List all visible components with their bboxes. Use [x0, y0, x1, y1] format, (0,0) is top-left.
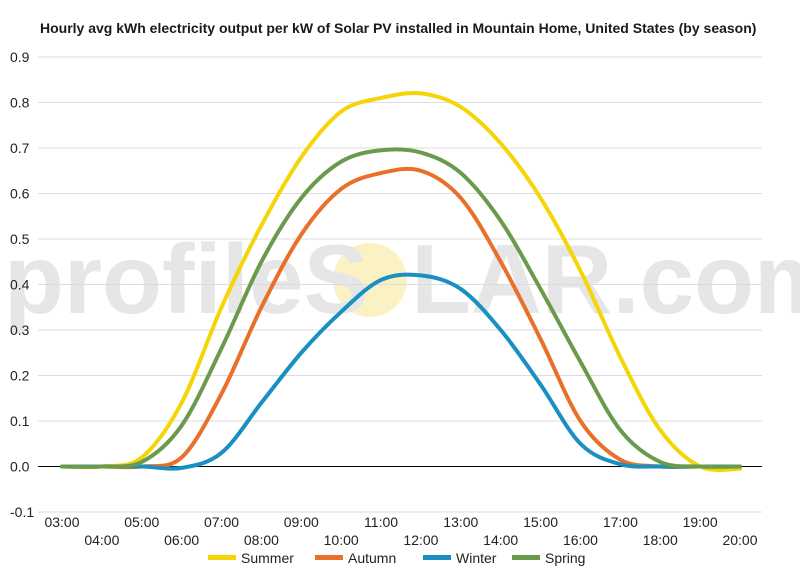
x-tick-label: 16:00	[563, 532, 598, 548]
x-tick-label: 07:00	[204, 514, 239, 530]
y-tick-label: 0.8	[10, 95, 30, 111]
x-tick-label: 20:00	[722, 532, 757, 548]
watermark-text-left: profileS	[4, 224, 369, 334]
series-line-spring	[60, 147, 742, 469]
x-tick-label: 17:00	[603, 514, 638, 530]
y-tick-label: 0.4	[10, 277, 30, 293]
x-tick-label: 06:00	[164, 532, 199, 548]
x-tick-label: 12:00	[403, 532, 438, 548]
x-tick-label: 19:00	[683, 514, 718, 530]
x-tick-label: 14:00	[483, 532, 518, 548]
x-tick-label: 18:00	[643, 532, 678, 548]
series-lines	[60, 91, 742, 472]
legend-label-autumn: Autumn	[348, 550, 396, 566]
x-tick-label: 05:00	[124, 514, 159, 530]
legend: Summer Autumn Winter Spring	[208, 550, 585, 566]
y-tick-label: 0.3	[10, 322, 30, 338]
chart-title: Hourly avg kWh electricity output per kW…	[40, 20, 756, 36]
x-tick-label: 15:00	[523, 514, 558, 530]
y-tick-label: 0.9	[10, 49, 30, 65]
series-line-winter	[60, 272, 742, 471]
legend-label-winter: Winter	[456, 550, 497, 566]
gridlines	[38, 56, 762, 513]
x-tick-label: 13:00	[443, 514, 478, 530]
y-axis-tick-labels: -0.1 0.0 0.1 0.2 0.3 0.4 0.5 0.6 0.7 0.8 0.9	[10, 49, 34, 520]
x-tick-label: 03:00	[44, 514, 79, 530]
watermark-sun-icon	[333, 243, 407, 317]
x-axis-tick-labels: 03:00 04:00 05:00 06:00 07:00 08:00 09:00 10:00…	[44, 514, 757, 548]
y-tick-label: 0.7	[10, 140, 30, 156]
y-tick-label: 0.2	[10, 368, 30, 384]
x-tick-label: 10:00	[324, 532, 359, 548]
legend-label-summer: Summer	[241, 550, 294, 566]
y-tick-label: 0.0	[10, 459, 30, 475]
watermark-text-right: LAR.com	[411, 224, 800, 334]
legend-swatch-winter	[423, 555, 451, 560]
y-tick-label: 0.6	[10, 186, 30, 202]
x-tick-label: 04:00	[84, 532, 119, 548]
y-tick-label: -0.1	[10, 504, 34, 520]
y-tick-label: 0.1	[10, 413, 30, 429]
x-tick-label: 11:00	[364, 514, 398, 530]
x-tick-label: 09:00	[284, 514, 319, 530]
series-line-summer	[60, 91, 742, 472]
y-tick-label: 0.5	[10, 231, 30, 247]
legend-swatch-summer	[208, 555, 236, 560]
x-tick-label: 08:00	[244, 532, 279, 548]
legend-swatch-spring	[512, 555, 540, 560]
legend-label-spring: Spring	[545, 550, 585, 566]
series-line-autumn	[60, 166, 742, 470]
profilesolar-watermark: profileS LAR.com	[4, 224, 800, 334]
legend-swatch-autumn	[315, 555, 343, 560]
